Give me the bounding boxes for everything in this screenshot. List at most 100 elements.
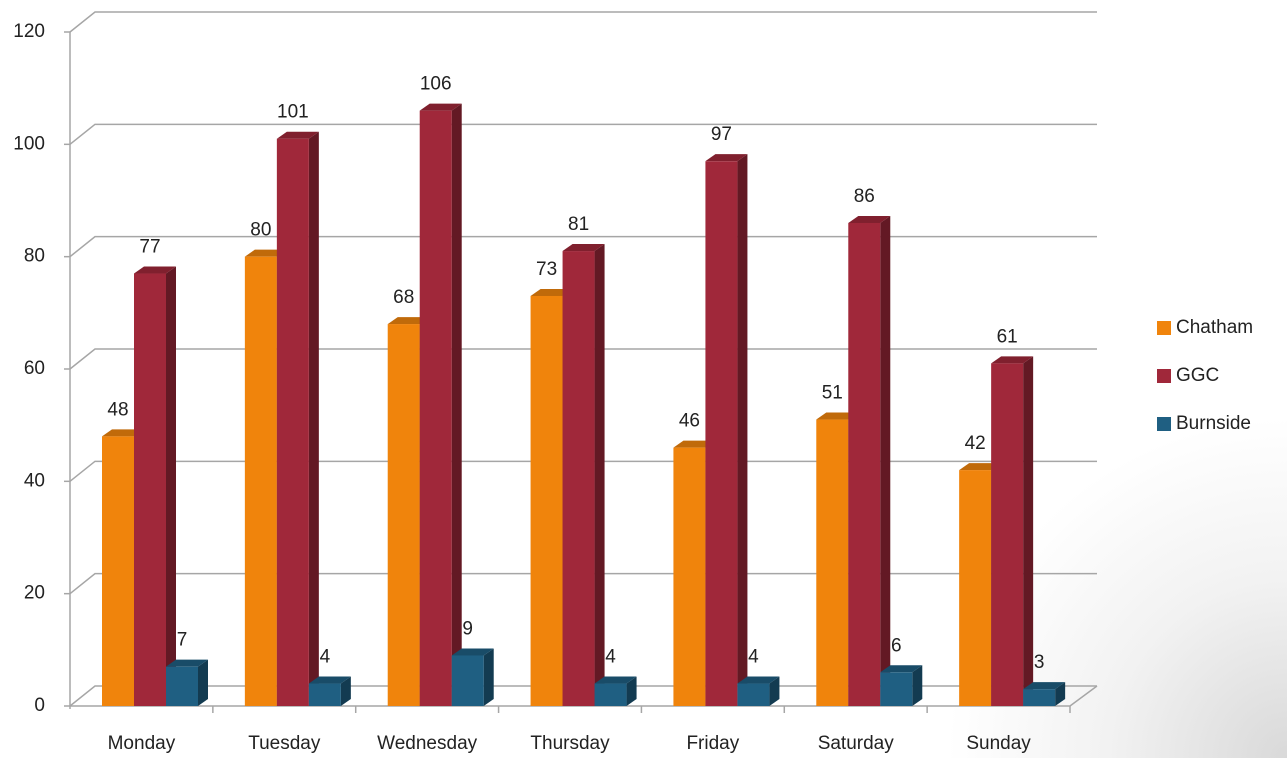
data-label: 3 bbox=[1034, 652, 1045, 673]
data-label: 51 bbox=[822, 383, 843, 404]
y-tick-label: 40 bbox=[24, 470, 45, 491]
legend-label: Chatham bbox=[1176, 317, 1253, 338]
data-label: 80 bbox=[250, 220, 271, 241]
data-label: 68 bbox=[393, 287, 414, 308]
x-tick-label: Monday bbox=[108, 733, 176, 754]
bar bbox=[276, 138, 309, 706]
bar-top bbox=[594, 676, 637, 684]
y-tick-label: 0 bbox=[34, 695, 45, 716]
bar-side bbox=[737, 154, 748, 706]
data-label: 42 bbox=[965, 433, 986, 454]
bar-side bbox=[594, 244, 605, 707]
bar-top bbox=[166, 659, 208, 667]
grid-line bbox=[69, 460, 1097, 482]
bar-side bbox=[483, 648, 494, 706]
bar-top bbox=[737, 676, 780, 684]
bar-side bbox=[1055, 682, 1066, 706]
bar bbox=[387, 324, 420, 706]
x-tick-label: Wednesday bbox=[377, 733, 477, 754]
y-tick-label: 100 bbox=[13, 133, 45, 154]
grid-line bbox=[69, 11, 1097, 33]
data-label: 81 bbox=[568, 214, 589, 235]
bar-top bbox=[673, 440, 716, 448]
bar bbox=[530, 295, 563, 706]
data-label: 73 bbox=[536, 259, 557, 280]
data-label: 46 bbox=[679, 411, 700, 432]
data-label: 86 bbox=[854, 186, 875, 207]
data-label: 77 bbox=[139, 237, 160, 258]
bar-side bbox=[166, 266, 176, 706]
bar-top bbox=[705, 154, 748, 162]
data-label: 61 bbox=[997, 326, 1018, 347]
bar bbox=[244, 256, 277, 706]
bar bbox=[991, 363, 1024, 706]
bar bbox=[705, 161, 738, 706]
legend-swatch bbox=[1157, 417, 1171, 431]
bar-side bbox=[308, 131, 319, 706]
bar-top bbox=[1023, 682, 1066, 690]
bar bbox=[848, 222, 881, 706]
x-tick-label: Friday bbox=[686, 733, 739, 754]
bar bbox=[1023, 689, 1056, 706]
data-label: 101 bbox=[277, 102, 309, 123]
x-tick-label: Sunday bbox=[966, 733, 1031, 754]
legend-swatch bbox=[1157, 369, 1171, 383]
bar-top bbox=[244, 249, 287, 257]
bar-top bbox=[562, 244, 605, 252]
data-label: 4 bbox=[320, 647, 331, 668]
bar bbox=[419, 110, 452, 707]
data-label: 48 bbox=[107, 399, 128, 420]
grid-line bbox=[69, 348, 1097, 370]
bar-side bbox=[340, 676, 351, 706]
grid-line bbox=[69, 235, 1097, 258]
bar-side bbox=[1023, 356, 1034, 706]
legend-swatch bbox=[1157, 321, 1171, 335]
bar-side bbox=[198, 659, 208, 706]
grid-line bbox=[69, 123, 1097, 145]
bar-top bbox=[102, 429, 144, 437]
bar-top bbox=[451, 648, 494, 656]
bar-top bbox=[991, 356, 1034, 364]
bar-side bbox=[880, 215, 891, 706]
data-label: 9 bbox=[462, 618, 473, 639]
bar-top bbox=[959, 463, 1002, 471]
bar bbox=[816, 419, 849, 706]
bar-top bbox=[848, 215, 891, 223]
x-tick-label: Saturday bbox=[818, 733, 895, 754]
bar-top bbox=[276, 131, 319, 139]
data-label: 97 bbox=[711, 124, 732, 145]
bar-side bbox=[451, 103, 462, 707]
bar-top bbox=[387, 317, 430, 325]
data-label: 6 bbox=[891, 635, 902, 656]
x-tick-label: Tuesday bbox=[248, 733, 321, 754]
legend-label: GGC bbox=[1176, 365, 1219, 386]
bar bbox=[166, 666, 198, 706]
bar-side bbox=[769, 676, 780, 706]
bar bbox=[959, 470, 992, 706]
data-label: 4 bbox=[605, 647, 616, 668]
y-tick-label: 80 bbox=[24, 246, 45, 267]
grid-line bbox=[69, 572, 1097, 595]
data-label: 106 bbox=[420, 74, 452, 95]
bar bbox=[102, 436, 134, 706]
y-tick-label: 20 bbox=[24, 583, 45, 604]
bar bbox=[308, 683, 341, 706]
x-tick-label: Thursday bbox=[530, 733, 610, 754]
bar bbox=[737, 683, 770, 706]
bar-side bbox=[912, 665, 923, 706]
bar-top bbox=[530, 288, 573, 296]
bar bbox=[880, 672, 913, 706]
data-label: 4 bbox=[748, 647, 759, 668]
bar-top bbox=[880, 665, 923, 673]
bar-top bbox=[419, 103, 462, 111]
bar-top bbox=[308, 676, 351, 684]
bar bbox=[134, 273, 166, 706]
y-tick-label: 120 bbox=[13, 21, 45, 42]
y-tick-label: 60 bbox=[24, 358, 45, 379]
bar-top bbox=[816, 412, 859, 420]
data-label: 7 bbox=[177, 630, 188, 651]
bar bbox=[673, 447, 706, 706]
bar bbox=[451, 655, 484, 706]
bar bbox=[562, 251, 595, 707]
